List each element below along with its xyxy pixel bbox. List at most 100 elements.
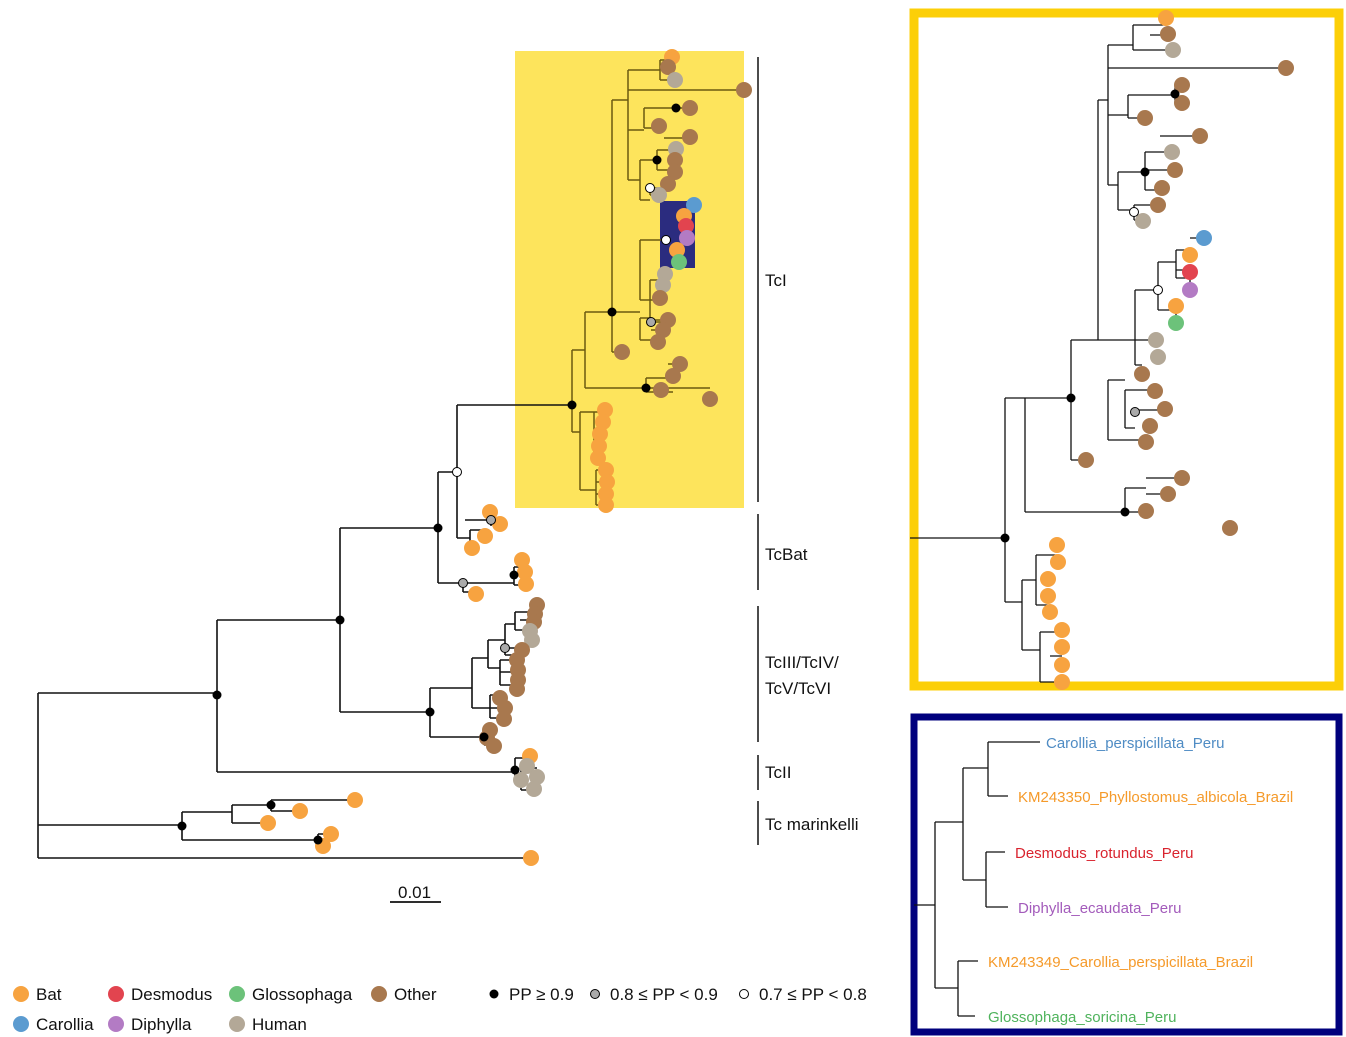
- tip-node: [1182, 282, 1198, 298]
- tip-node: [1054, 674, 1070, 690]
- scale-bar-label: 0.01: [398, 883, 431, 902]
- tip-node: [667, 164, 683, 180]
- inset-taxon-label: Desmodus_rotundus_Peru: [1015, 845, 1193, 862]
- tip-node: [651, 187, 667, 203]
- tip-node: [590, 450, 606, 466]
- tip-node: [736, 82, 752, 98]
- tip-node: [1138, 503, 1154, 519]
- tip-node: [598, 462, 614, 478]
- node-pp-high: [1066, 393, 1076, 403]
- tip-node: [651, 118, 667, 134]
- tip-node: [1174, 470, 1190, 486]
- legend-label-other: Other: [394, 985, 437, 1004]
- node-pp-high: [177, 821, 187, 831]
- tip-node: [323, 826, 339, 842]
- legend-swatch-other: [371, 986, 387, 1002]
- inset-taxon-label: KM243349_Carollia_perspicillata_Brazil: [988, 954, 1253, 971]
- legend-pp-mid-symbol: [590, 989, 600, 999]
- legend-label-diphylla: Diphylla: [131, 1015, 192, 1034]
- tip-node: [1150, 197, 1166, 213]
- clade-label-tci: TcI: [765, 271, 787, 290]
- node-pp-high: [607, 307, 617, 317]
- tip-node: [529, 769, 545, 785]
- tip-node: [591, 438, 607, 454]
- tip-node: [1192, 128, 1208, 144]
- clade-label-tcii: TcII: [765, 763, 791, 782]
- tip-node: [1078, 452, 1094, 468]
- tip-node: [1182, 247, 1198, 263]
- main-tree: TcI TcBat TcIII/TcIV/ TcV/TcVI TcII Tc m…: [37, 49, 859, 903]
- tip-node: [523, 850, 539, 866]
- tip-node: [1157, 401, 1173, 417]
- tip-node: [655, 322, 671, 338]
- node-pp-mid: [646, 317, 656, 327]
- tip-node: [597, 402, 613, 418]
- tip-node: [592, 426, 608, 442]
- legend-swatch-diphylla: [108, 1016, 124, 1032]
- clade-label-tciii-line1: TcIII/TcIV/: [765, 653, 839, 672]
- tip-node: [660, 59, 676, 75]
- node-pp-high: [313, 835, 323, 845]
- tip-node: [1154, 180, 1170, 196]
- tip-node: [667, 152, 683, 168]
- tip-node: [1135, 213, 1151, 229]
- tip-node: [1164, 144, 1180, 160]
- tip-node: [468, 586, 484, 602]
- tip-node: [292, 803, 308, 819]
- tip-node: [1168, 298, 1184, 314]
- tip-node: [1165, 42, 1181, 58]
- node-pp-high: [1120, 507, 1130, 517]
- tip-node: [667, 72, 683, 88]
- tip-node: [1147, 383, 1163, 399]
- clade-label-tcmar: Tc marinkelli: [765, 815, 859, 834]
- tip-node: [1167, 162, 1183, 178]
- legend-swatch-bat: [13, 986, 29, 1002]
- tip-node: [595, 414, 611, 430]
- tip-node: [679, 230, 695, 246]
- tip-node: [1150, 349, 1166, 365]
- tip-node: [1182, 264, 1198, 280]
- node-pp-high: [671, 103, 681, 113]
- node-pp-high: [641, 383, 651, 393]
- tip-node: [1160, 26, 1176, 42]
- node-pp-high: [1000, 533, 1010, 543]
- tip-node: [1196, 230, 1212, 246]
- tip-node: [1049, 537, 1065, 553]
- inset-tips: [1040, 10, 1294, 690]
- tip-node: [1174, 77, 1190, 93]
- clade-label-tcbat: TcBat: [765, 545, 808, 564]
- tip-node: [660, 176, 676, 192]
- tip-node: [519, 758, 535, 774]
- tip-node: [518, 576, 534, 592]
- tip-node: [486, 738, 502, 754]
- inset-taxon-label: Diphylla_ecaudata_Peru: [1018, 900, 1181, 917]
- node-pp-low: [661, 235, 671, 245]
- tip-node: [347, 792, 363, 808]
- tip-node: [1042, 604, 1058, 620]
- tip-node: [678, 218, 694, 234]
- legend: Bat Desmodus Glossophaga Other Carollia …: [13, 985, 867, 1034]
- tip-node: [1160, 486, 1176, 502]
- legend-pp-high-label: PP ≥ 0.9: [509, 985, 574, 1004]
- tip-node: [1054, 657, 1070, 673]
- tip-node: [464, 540, 480, 556]
- clade-annotations: TcI TcBat TcIII/TcIV/ TcV/TcVI TcII Tc m…: [757, 57, 859, 845]
- yellow-inset: [909, 8, 1344, 691]
- tip-node: [517, 564, 533, 580]
- tip-node: [1142, 418, 1158, 434]
- tip-node: [599, 474, 615, 490]
- node-pp-mid: [1130, 407, 1140, 417]
- tip-node: [671, 254, 687, 270]
- legend-swatch-human: [229, 1016, 245, 1032]
- tip-node: [1050, 554, 1066, 570]
- legend-swatch-desmodus: [108, 986, 124, 1002]
- scale-bar: 0.01: [390, 883, 441, 903]
- node-pp-high: [567, 400, 577, 410]
- legend-pp-low-label: 0.7 ≤ PP < 0.8: [759, 985, 867, 1004]
- tip-node: [514, 552, 530, 568]
- blue-inset-frame: [910, 713, 1343, 1036]
- tip-node: [1174, 95, 1190, 111]
- yellow-inset-frame: [909, 8, 1344, 691]
- tip-node: [682, 100, 698, 116]
